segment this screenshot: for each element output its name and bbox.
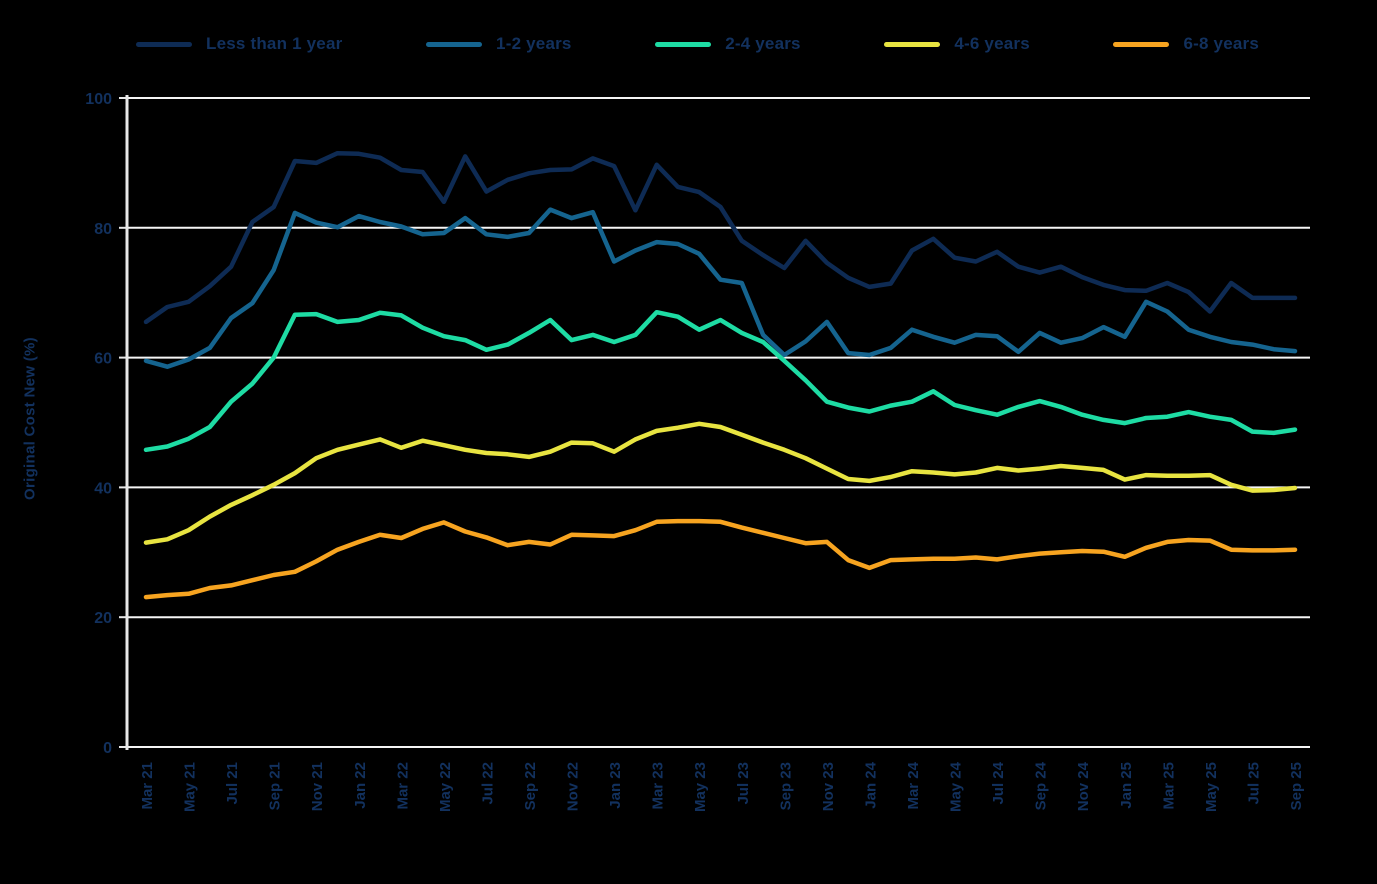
x-tick-label: Jul 21 [224,762,241,805]
legend-item-less-than-1-year[interactable]: Less than 1 year [136,34,342,54]
x-tick-label: Jan 25 [1118,762,1135,809]
y-tick-label: 60 [94,351,112,368]
y-tick-label: 0 [103,740,112,757]
legend-item-2-4-years[interactable]: 2-4 years [655,34,801,54]
series-line-4-6-years [143,421,1298,545]
y-tick-label: 80 [94,221,112,238]
x-tick-label: Jul 23 [735,762,752,805]
x-tick-label: Nov 23 [820,762,837,811]
series-line-less-than-1-year [143,150,1298,325]
x-tick-label: Jul 24 [990,761,1007,804]
x-tick-label: Jan 24 [862,761,879,808]
x-tick-label: Mar 24 [905,761,922,809]
legend-swatch-4-6-years [884,41,941,47]
x-tick-label: Mar 25 [1160,762,1177,810]
legend-label: 2-4 years [725,34,801,53]
x-tick-label: May 21 [182,762,199,812]
x-tick-label: Jan 22 [352,762,369,809]
x-tick-label: May 23 [692,762,709,812]
legend-swatch-1-2-years [426,41,483,47]
x-tick-label: Nov 24 [1075,761,1092,811]
legend-item-6-8-years[interactable]: 6-8 years [1113,34,1259,54]
legend-label: 6-8 years [1183,34,1259,53]
legend-label: 4-6 years [954,34,1030,53]
legend-item-4-6-years[interactable]: 4-6 years [884,34,1030,54]
x-tick-label: Sep 25 [1288,762,1305,810]
x-tick-label: Jan 23 [607,762,624,809]
legend-swatch-less-than-1-year [136,41,192,47]
x-tick-label: Mar 23 [650,762,667,810]
x-tick-label: Jul 25 [1245,762,1262,805]
x-tick-label: Jul 22 [479,762,496,805]
x-tick-label: Sep 21 [267,762,284,810]
legend-swatch-2-4-years [655,41,712,47]
x-tick-label: Mar 22 [394,762,411,810]
x-tick-label: Sep 22 [522,762,539,810]
legend-label: Less than 1 year [206,34,343,53]
x-tick-label: Nov 22 [565,762,582,811]
series-line-6-8-years [143,518,1298,600]
series-line-1-2-years [143,207,1298,369]
y-tick-label: 40 [94,480,112,497]
legend-label: 1-2 years [496,34,572,53]
legend-swatch-6-8-years [1113,41,1170,47]
y-tick-label: 20 [94,610,112,627]
chart-legend: Less than 1 year 1-2 years 2-4 years 4-6 ye… [136,34,1259,54]
x-tick-label: May 22 [437,762,454,812]
series-line-2-4-years [143,309,1298,453]
x-tick-label: Sep 24 [1033,761,1050,810]
x-tick-label: Nov 21 [309,762,326,811]
x-tick-label: Sep 23 [777,762,794,810]
x-tick-label: May 25 [1203,762,1220,812]
x-tick-label: May 24 [948,761,965,812]
x-tick-label: Mar 21 [139,762,156,810]
legend-item-1-2-years[interactable]: 1-2 years [426,34,572,54]
y-tick-label: 100 [85,91,112,108]
